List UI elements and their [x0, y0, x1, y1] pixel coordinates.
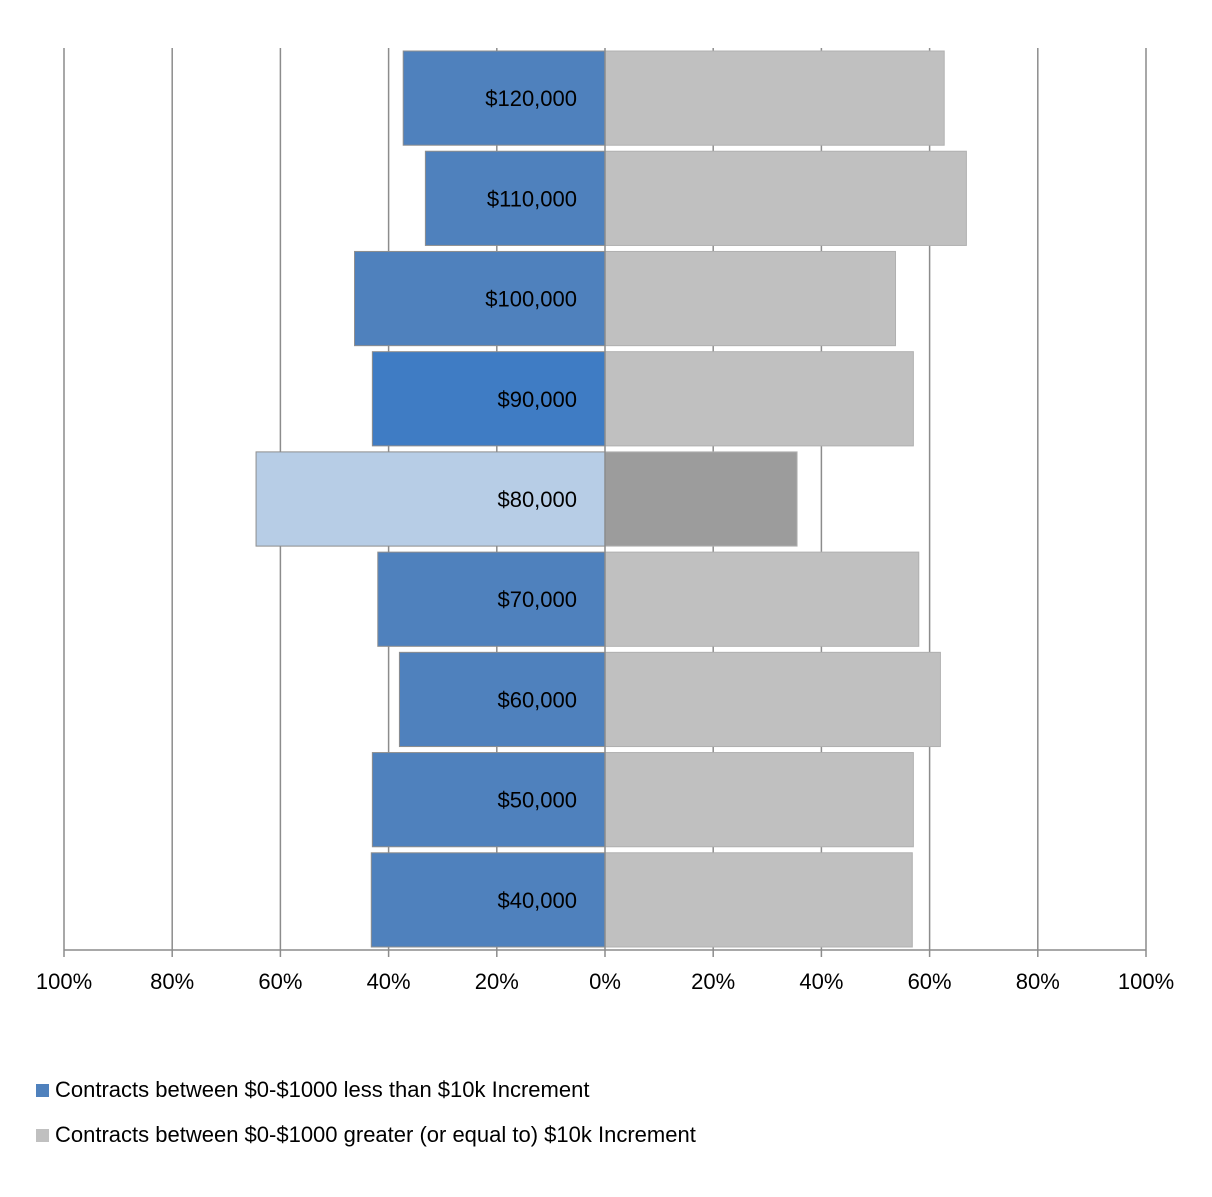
bar-left-3 — [371, 351, 606, 447]
bar-right-0 — [604, 50, 945, 146]
bar-right-4 — [604, 451, 798, 547]
x-tick-label-10: 100% — [1118, 969, 1174, 994]
bar-right-3 — [604, 351, 914, 447]
legend-label-less-than: Contracts between $0-$1000 less than $10… — [55, 1077, 590, 1102]
legend-item-less-than: Contracts between $0-$1000 less than $10… — [36, 1077, 589, 1103]
legend-swatch-greater-or-equal — [36, 1128, 49, 1142]
x-tick-label-5: 0% — [589, 969, 621, 994]
x-tick-label-7: 40% — [799, 969, 843, 994]
bar-right-5 — [604, 551, 920, 647]
x-tick-label-1: 80% — [150, 969, 194, 994]
diverging-bar-chart: $120,000 $110,000 $100,000 $90,000 $80,000 $7… — [36, 48, 1174, 994]
category-label-5: $70,000 — [497, 587, 577, 612]
x-tick-label-2: 60% — [258, 969, 302, 994]
bar-right-2 — [604, 250, 897, 347]
legend-label-greater-or-equal: Contracts between $0-$1000 greater (or e… — [55, 1122, 696, 1147]
category-label-2: $100,000 — [485, 287, 577, 312]
bar-left-0 — [402, 50, 606, 146]
category-label-8: $40,000 — [497, 888, 577, 913]
bar-left-1 — [424, 150, 606, 246]
bar-right-1 — [604, 150, 967, 246]
bar-left-7 — [371, 752, 606, 848]
category-label-3: $90,000 — [497, 387, 577, 412]
bar-left-8 — [370, 852, 606, 948]
bar-right-7 — [604, 752, 914, 848]
category-label-7: $50,000 — [497, 788, 577, 813]
category-label-4: $80,000 — [497, 487, 577, 512]
category-label-6: $60,000 — [497, 687, 577, 712]
category-label-0: $120,000 — [485, 86, 577, 111]
legend-swatch-less-than — [36, 1083, 49, 1097]
bar-right-6 — [604, 651, 941, 748]
x-tick-label-3: 40% — [367, 969, 411, 994]
bar-left-4 — [255, 451, 606, 547]
x-tick-label-8: 60% — [908, 969, 952, 994]
x-tick-label-6: 20% — [691, 969, 735, 994]
bar-right-8 — [604, 852, 913, 948]
category-label-1: $110,000 — [487, 186, 577, 211]
x-tick-label-0: 100% — [36, 969, 92, 994]
bar-left-6 — [398, 651, 606, 748]
legend-item-greater-or-equal: Contracts between $0-$1000 greater (or e… — [36, 1122, 696, 1148]
bar-left-5 — [377, 551, 606, 647]
x-tick-label-4: 20% — [475, 969, 519, 994]
x-tick-label-9: 80% — [1016, 969, 1060, 994]
bar-left-2 — [354, 250, 606, 347]
